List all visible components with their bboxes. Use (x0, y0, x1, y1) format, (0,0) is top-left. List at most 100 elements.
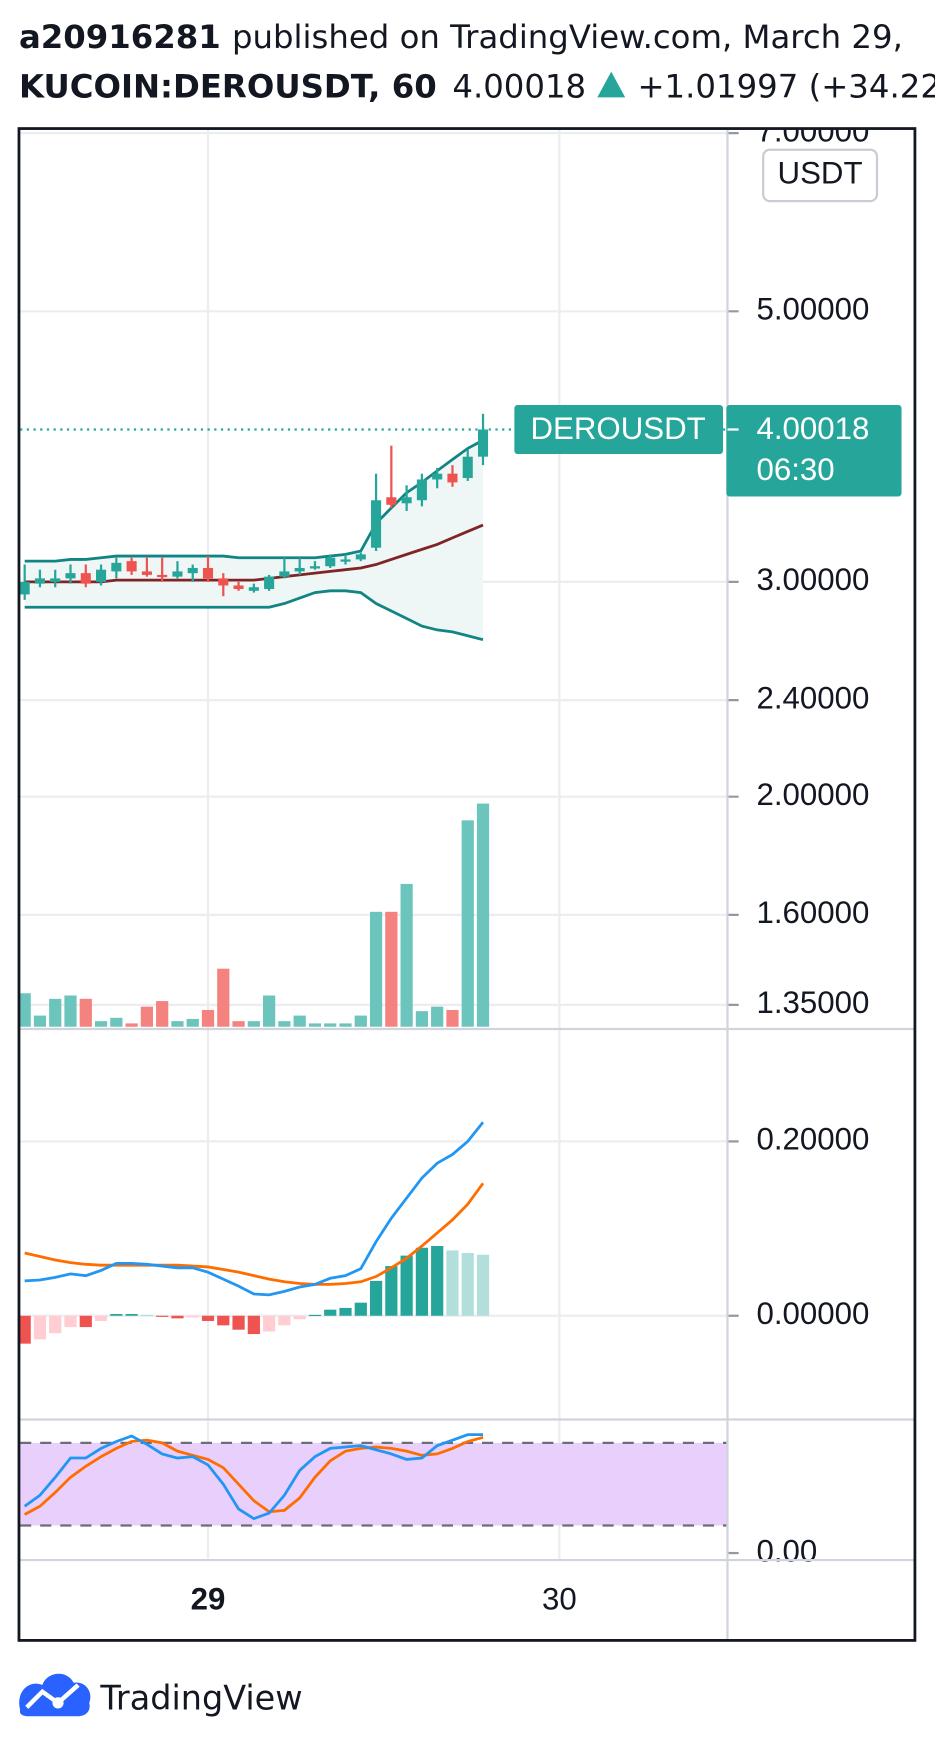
symbol-label: DEROUSDT (530, 411, 705, 446)
candle-body (264, 576, 275, 590)
volume-bar (94, 1021, 108, 1027)
macd-histogram-bar (263, 1315, 276, 1332)
candle-body (462, 456, 473, 479)
y-tick-label: 5.00000 (756, 292, 869, 327)
macd-histogram-bar (79, 1315, 92, 1328)
logo-line (25, 1683, 80, 1709)
volume-bar (369, 911, 383, 1027)
candle-body (187, 567, 198, 574)
price-label-box (726, 404, 902, 497)
candle-body (126, 561, 137, 572)
macd-histogram-bar (49, 1315, 62, 1334)
logo-dot (52, 1697, 64, 1709)
candle-body (477, 429, 489, 457)
symbol: KUCOIN:DEROUSDT, 60 (19, 67, 437, 105)
macd-histogram-bar (278, 1315, 291, 1326)
currency-label: USDT (778, 156, 863, 191)
last-price: 4.00018 (452, 67, 586, 105)
candle-body (294, 567, 305, 572)
macd-line (24, 1121, 485, 1297)
candle-body (416, 479, 427, 501)
candle-body (401, 497, 412, 504)
macd-histogram-bar (186, 1315, 199, 1318)
candle-body (248, 587, 259, 591)
volume-bar (171, 1021, 184, 1027)
macd-histogram-bar (324, 1309, 337, 1316)
candle-body (309, 566, 320, 569)
candle-body (233, 585, 244, 590)
volume-bar (308, 1023, 322, 1027)
x-tick-label: 30 (542, 1582, 577, 1617)
stoch-d-line (24, 1436, 484, 1516)
macd-histogram-bar (385, 1266, 398, 1316)
price-labels: USDT DEROUSDT 4.00018 06:30 (514, 148, 902, 497)
y-tick-label: 1.60000 (756, 895, 869, 930)
bollinger-fill (24, 440, 484, 640)
y-tick-label: 0.20000 (756, 1122, 869, 1157)
y-tick-label: 3.00000 (756, 562, 869, 597)
y-tick-label: 1.35000 (756, 985, 869, 1020)
candle-body (355, 554, 366, 560)
macd-histogram-bar (446, 1250, 459, 1316)
logo-cloud (19, 1673, 91, 1717)
volume-bar (293, 1015, 306, 1027)
candle-body (172, 571, 183, 577)
candle-body (386, 497, 397, 505)
header: a20916281 published on TradingView.com, … (19, 18, 935, 105)
volume-bar (79, 998, 92, 1027)
macd-histogram-bar (415, 1247, 429, 1316)
macd-histogram-bar (308, 1314, 322, 1317)
candle-body (141, 571, 152, 575)
macd-histogram-bar (171, 1315, 184, 1319)
macd-histogram-bar (110, 1314, 123, 1316)
author: a20916281 (19, 18, 221, 56)
volume-bar (247, 1021, 260, 1027)
macd-histogram-bar (247, 1315, 260, 1335)
y-tick-label: 0.00 (756, 1533, 817, 1568)
candle-body (340, 559, 351, 562)
candle-body (279, 571, 290, 577)
candle-body (432, 473, 443, 480)
macd-histogram-bar (201, 1315, 215, 1321)
candle-body (202, 567, 214, 579)
candle-body (447, 473, 458, 483)
volume-bar (64, 995, 77, 1027)
candle-body (96, 569, 107, 582)
volume-bar (49, 998, 62, 1027)
stoch-band-fill (20, 1442, 728, 1526)
macd-histogram-bar (217, 1315, 230, 1326)
volume-bar (476, 803, 490, 1027)
price-label-countdown: 06:30 (756, 452, 834, 487)
volume-bar (278, 1021, 291, 1027)
footer-logo: TradingView (19, 1673, 303, 1718)
macd-histogram-bar (339, 1307, 352, 1316)
frame (17, 127, 917, 1642)
macd-histogram-bar (156, 1315, 169, 1317)
volume-bar (354, 1015, 367, 1027)
candle-body (50, 578, 61, 582)
volume-bar (201, 1010, 215, 1027)
macd-histogram-bar (94, 1315, 108, 1321)
candle-body (65, 573, 76, 579)
signal-line (24, 1182, 485, 1286)
volume-bar (33, 1015, 47, 1027)
bollinger-lower (24, 589, 484, 642)
price-label-value: 4.00018 (756, 411, 869, 446)
candle-body (80, 573, 91, 584)
price-change: +1.01997 (+34.22%) (637, 67, 935, 105)
volume-bar (324, 1023, 337, 1027)
macd-histogram-bar (354, 1302, 367, 1316)
macd-histogram-bar (476, 1254, 490, 1316)
stoch-rsi-pane (20, 1433, 728, 1527)
volume-bar (110, 1017, 123, 1027)
volume-bar (431, 1006, 444, 1027)
y-tick-label: 7.00000 (756, 113, 869, 148)
volume-bar (400, 883, 413, 1027)
macd-histogram-bar (461, 1252, 474, 1316)
up-arrow-icon (597, 71, 626, 98)
volume-bar (385, 911, 398, 1027)
candle-body (157, 574, 168, 578)
candle-body (371, 500, 382, 548)
macd-histogram-bar (369, 1280, 383, 1316)
